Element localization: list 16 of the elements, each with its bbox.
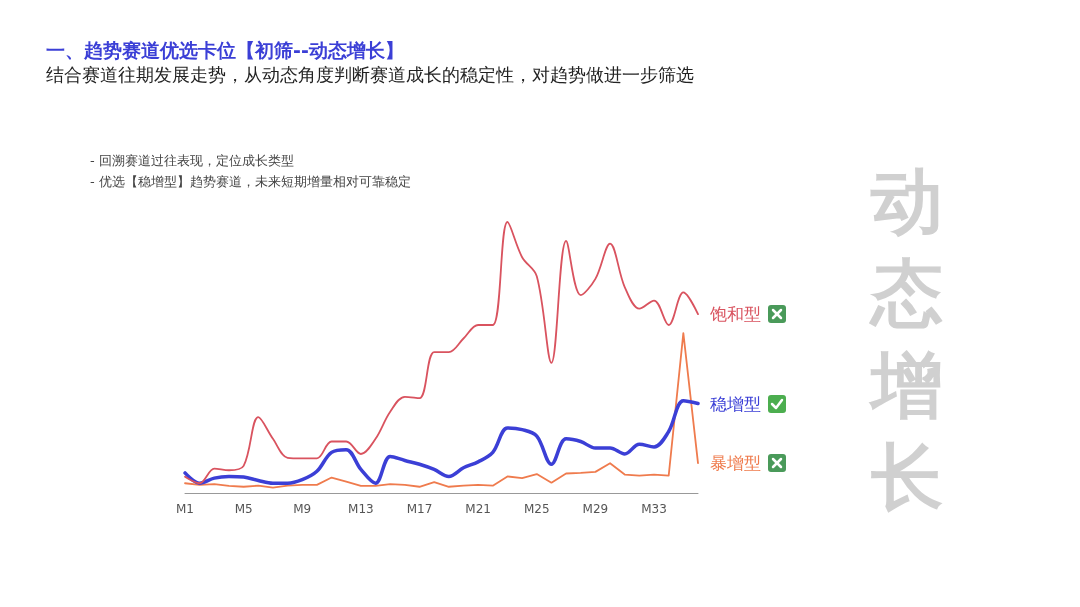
x-tick-label: M17 [406, 502, 433, 516]
text: - 优选【稳增型】趋势赛道，未来短期增量相对可靠稳定 [90, 173, 411, 191]
x-tick-label: M25 [523, 502, 550, 516]
x-tick-label: M29 [582, 502, 609, 516]
chart-title: 一、趋势赛道优选卡位【初筛--动态增长】 [46, 38, 404, 63]
series-label: 暴增型 [710, 453, 761, 474]
series-label: 饱和型 [709, 304, 761, 325]
x-tick-label: M1 [176, 502, 194, 516]
chart-subtitle: 结合赛道往期发展走势，从动态角度判断赛道成长的稳定性，对趋势做进一步筛选 [46, 63, 694, 87]
text: - 回溯赛道过往表现，定位成长类型 [90, 152, 294, 170]
x-tick-label: M33 [641, 502, 667, 516]
x-tick-label: M5 [234, 502, 253, 516]
x-tick-label: M13 [348, 502, 374, 516]
x-tick-label: M9 [293, 502, 312, 516]
series-label: 稳增型 [710, 393, 761, 414]
x-tick-label: M21 [465, 502, 491, 516]
